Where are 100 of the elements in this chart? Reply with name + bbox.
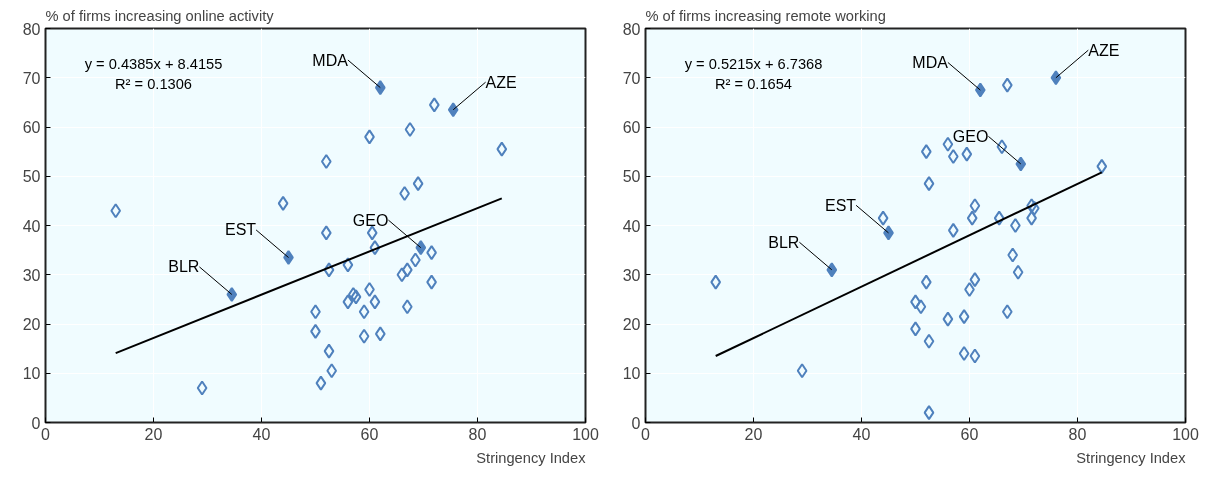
point	[323, 262, 335, 278]
y-tick-label: 50	[622, 168, 641, 186]
point	[320, 153, 332, 169]
y-tick-label: 60	[622, 119, 641, 136]
point	[447, 102, 459, 118]
annotation: y = 0.5215x + 6.7368	[684, 55, 823, 72]
annotation: MDA	[912, 53, 949, 71]
y-tick-label: 40	[22, 217, 41, 235]
point	[323, 343, 335, 359]
point	[920, 144, 932, 160]
point	[342, 257, 354, 273]
annotation: GEO	[352, 211, 389, 229]
point	[993, 210, 1005, 226]
point	[923, 405, 935, 421]
x-tick-label: 40	[852, 425, 871, 443]
x-tick-label: 60	[960, 425, 979, 443]
point	[496, 141, 508, 157]
point	[958, 346, 970, 362]
point	[401, 262, 413, 278]
point	[415, 240, 427, 256]
point	[374, 80, 386, 96]
point	[196, 380, 208, 396]
point	[326, 363, 338, 379]
y-tick-label: 20	[622, 316, 641, 333]
point	[1015, 156, 1027, 172]
y-tick-label: 50	[22, 168, 41, 186]
x-tick-label: 40	[252, 425, 271, 443]
point	[877, 210, 889, 226]
point	[966, 210, 978, 226]
annotation: AZE	[1088, 41, 1120, 59]
annotation: BLR	[168, 258, 200, 276]
point	[369, 294, 381, 310]
point	[923, 333, 935, 349]
point	[996, 139, 1008, 155]
point	[374, 326, 386, 342]
y-tick-label: 60	[22, 119, 41, 136]
point	[915, 299, 927, 315]
point	[404, 121, 416, 137]
point	[1010, 218, 1021, 233]
point	[401, 299, 413, 315]
y-tick-label: 70	[22, 69, 41, 87]
point	[342, 294, 354, 310]
point	[396, 267, 408, 283]
point	[969, 272, 981, 288]
annotation: y = 0.4385x + 8.4155	[84, 55, 223, 72]
point	[277, 195, 289, 211]
x-tick-label: 80	[1068, 425, 1087, 443]
point	[315, 375, 327, 391]
y-axis-title: % of firms increasing remote working	[645, 7, 886, 24]
point	[1007, 247, 1019, 263]
x-axis-title: Stringency Index	[476, 449, 587, 466]
y-tick-label: 10	[622, 365, 641, 383]
point	[369, 240, 381, 256]
y-tick-label: 30	[22, 266, 41, 284]
point	[958, 309, 970, 325]
y-tick-label: 70	[622, 69, 641, 87]
y-axis-title: % of firms increasing online activity	[45, 7, 275, 24]
point	[710, 274, 722, 290]
point	[920, 274, 932, 290]
point	[974, 82, 986, 98]
point	[969, 198, 981, 214]
point	[358, 304, 370, 320]
x-tick-label: 20	[144, 425, 163, 443]
annotation: GEO	[952, 127, 989, 145]
y-tick-label: 0	[31, 414, 41, 432]
annotation: EST	[824, 196, 857, 214]
y-tick-label: 40	[622, 217, 641, 235]
point	[942, 136, 954, 152]
annotation: AZE	[485, 73, 517, 91]
point	[412, 176, 424, 192]
point	[947, 149, 959, 165]
point	[110, 203, 122, 219]
annotation: BLR	[768, 233, 800, 251]
y-tick-label: 30	[622, 266, 641, 284]
point	[969, 348, 981, 364]
point	[226, 286, 238, 302]
point	[320, 225, 332, 241]
point	[826, 262, 838, 278]
point	[1001, 304, 1013, 320]
x-tick-label: 80	[468, 425, 487, 443]
annotation: R² = 0.1654	[715, 75, 792, 92]
point	[961, 146, 973, 162]
point	[358, 328, 370, 344]
annotation: MDA	[312, 51, 349, 69]
point	[1012, 264, 1024, 280]
y-tick-label: 20	[22, 316, 41, 333]
point	[428, 97, 440, 113]
point	[796, 363, 808, 379]
x-axis-title: Stringency Index	[1076, 449, 1187, 466]
point	[923, 176, 935, 192]
point	[942, 311, 954, 327]
x-tick-label: 20	[744, 425, 763, 443]
x-tick-label: 100	[572, 425, 599, 443]
point	[1096, 158, 1108, 174]
x-tick-label: 100	[1172, 425, 1199, 443]
y-tick-label: 80	[622, 20, 641, 38]
annotation: EST	[224, 221, 257, 239]
y-tick-label: 10	[22, 365, 41, 383]
point	[947, 222, 959, 238]
point	[366, 225, 378, 241]
